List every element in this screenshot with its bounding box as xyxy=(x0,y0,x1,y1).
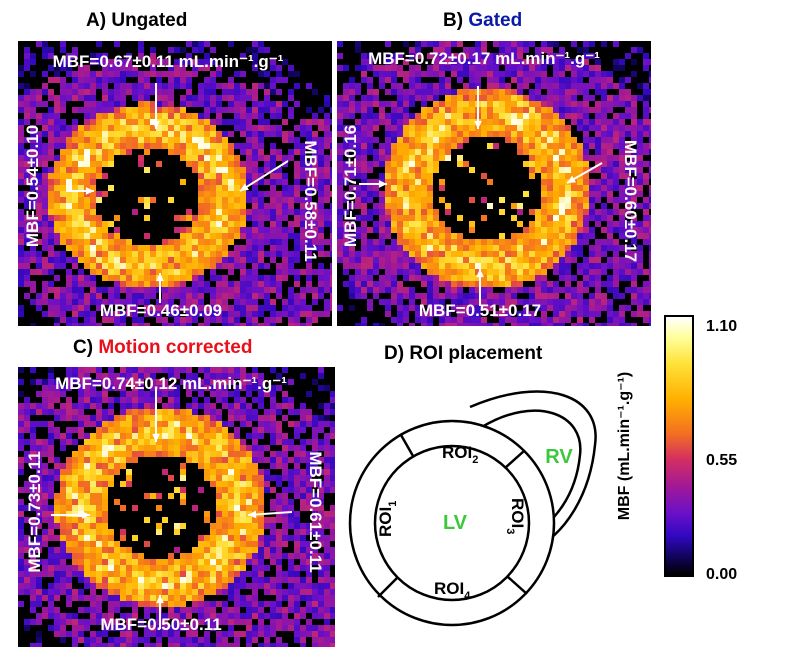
mbf-label-right: MBF=0.60±0.17 xyxy=(621,140,640,262)
panel-c-letter: C) xyxy=(73,337,94,358)
arrow-head xyxy=(474,120,482,129)
mbf-label-right: MBF=0.61±0.11 xyxy=(306,451,325,572)
pointer-arrow xyxy=(239,160,289,192)
arrow-head xyxy=(85,187,94,195)
map-panel-ungated: MBF=0.67±0.11 mL.min⁻¹.g⁻¹ MBF=0.54±0.10 M… xyxy=(18,41,332,326)
arrow-head xyxy=(156,595,164,604)
roi-divider xyxy=(399,434,415,457)
arrow-head xyxy=(567,175,576,183)
colorbar-min: 0.00 xyxy=(706,566,738,583)
panel-b-title: B) Gated xyxy=(443,10,522,32)
map-gated: MBF=0.72±0.17 mL.min⁻¹.g⁻¹ MBF=0.71±0.16 M… xyxy=(337,41,651,326)
roi-divider xyxy=(504,450,525,469)
rv-label: RV xyxy=(545,446,573,468)
roi-4-label: ROI4 xyxy=(434,579,471,602)
map-ungated: MBF=0.67±0.11 mL.min⁻¹.g⁻¹ MBF=0.54±0.10 M… xyxy=(18,41,332,326)
arrow-head xyxy=(378,180,387,188)
panel-d-title: D) ROI placement xyxy=(384,343,543,364)
arrow-head xyxy=(248,510,257,519)
lv-label: LV xyxy=(443,512,468,534)
arrow-head xyxy=(476,269,484,278)
mbf-label-top: MBF=0.67±0.11 mL.min⁻¹.g⁻¹ xyxy=(53,52,284,71)
panel-c-title: C) Motion corrected xyxy=(73,337,252,359)
arrow-head xyxy=(81,511,90,519)
arrow-head xyxy=(152,120,160,129)
roi-2-label: ROI2 xyxy=(442,443,478,466)
colorbar-title: MBF (mL.min⁻¹.g⁻¹) xyxy=(616,371,633,521)
colorbar xyxy=(664,315,694,577)
panel-c-name: Motion corrected xyxy=(98,337,253,358)
rv-outer-arc xyxy=(469,390,597,552)
arrow-head xyxy=(240,183,249,191)
mbf-label-left: MBF=0.71±0.16 xyxy=(341,125,360,247)
mbf-label-bottom: MBF=0.50±0.11 xyxy=(100,615,221,634)
arrow-head xyxy=(156,273,164,282)
roi-1-label: ROI1 xyxy=(376,501,399,537)
roi-divider xyxy=(377,577,398,598)
mbf-label-right: MBF=0.58±0.11 xyxy=(301,140,320,261)
map-panel-motion-corrected: MBF=0.74±0.12 mL.min⁻¹.g⁻¹ MBF=0.73±0.11 M… xyxy=(18,367,335,647)
panel-b-letter: B) xyxy=(443,10,464,31)
mbf-label-left: MBF=0.54±0.10 xyxy=(23,125,42,247)
panel-a-letter: A) xyxy=(86,10,107,31)
roi-divider xyxy=(507,576,528,595)
panel-b-name: Gated xyxy=(468,10,523,31)
map-motion-corrected: MBF=0.74±0.12 mL.min⁻¹.g⁻¹ MBF=0.73±0.11 M… xyxy=(18,367,335,647)
mbf-label-bottom: MBF=0.46±0.09 xyxy=(100,301,222,320)
mbf-label-top: MBF=0.74±0.12 mL.min⁻¹.g⁻¹ xyxy=(55,374,287,393)
arrow-head xyxy=(152,433,160,442)
roi-3-label: ROI3 xyxy=(504,498,527,534)
mbf-label-bottom: MBF=0.51±0.17 xyxy=(419,301,541,320)
mbf-label-left: MBF=0.73±0.11 xyxy=(25,451,44,572)
colorbar-mid: 0.55 xyxy=(706,452,738,469)
mbf-label-top: MBF=0.72±0.17 mL.min⁻¹.g⁻¹ xyxy=(368,49,600,68)
panel-a-name: Ungated xyxy=(111,10,188,31)
lv-inner-circle xyxy=(373,444,531,602)
colorbar-max: 1.10 xyxy=(706,318,738,335)
panel-a-title: A) Ungated xyxy=(86,10,187,32)
map-panel-gated: MBF=0.72±0.17 mL.min⁻¹.g⁻¹ MBF=0.71±0.16 M… xyxy=(337,41,651,326)
roi-diagram: LV RV ROI2 ROI1 ROI3 ROI4 xyxy=(348,390,597,627)
